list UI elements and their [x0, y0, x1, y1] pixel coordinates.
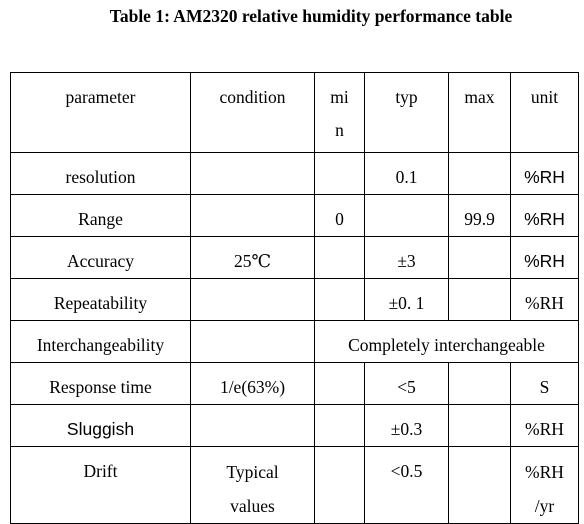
cell-typ: [364, 194, 449, 237]
cell-max: [448, 236, 511, 279]
header-row: parameter condition min typ max unit: [10, 72, 579, 153]
cell-max: [448, 404, 511, 447]
cell-typ: 0.1: [364, 152, 449, 195]
cell-parameter: Repeatability: [10, 278, 191, 321]
cell-condition: [190, 194, 315, 237]
header-parameter: parameter: [10, 72, 191, 153]
cell-unit: %RH: [510, 404, 579, 447]
cell-condition: [190, 152, 315, 195]
header-max: max: [448, 72, 511, 153]
cell-parameter: Sluggish: [10, 404, 191, 447]
table-row: resolution 0.1 %RH: [10, 152, 579, 195]
cell-min: [314, 236, 365, 279]
cell-unit: %RH /yr: [510, 446, 579, 524]
cell-condition: 1/e(63%): [190, 362, 315, 405]
cell-condition: [190, 278, 315, 321]
cell-parameter: Interchangeability: [10, 320, 191, 363]
cell-typ: ±0. 1: [364, 278, 449, 321]
cell-typ: <5: [364, 362, 449, 405]
cell-min: [314, 278, 365, 321]
cell-parameter: Response time: [10, 362, 191, 405]
cell-min: [314, 446, 365, 524]
cell-condition: [190, 320, 315, 363]
cell-max: 99.9: [448, 194, 511, 237]
table-row: Interchangeability Completely interchang…: [10, 320, 579, 363]
table-row: Response time 1/e(63%) <5 S: [10, 362, 579, 405]
header-min-label: min: [330, 87, 349, 140]
cell-condition-text: Typical values: [226, 462, 279, 516]
header-min: min: [314, 72, 365, 153]
header-condition: condition: [190, 72, 315, 153]
cell-parameter: Accuracy: [10, 236, 191, 279]
cell-condition: [190, 404, 315, 447]
table-title: Table 1: AM2320 relative humidity perfor…: [109, 6, 513, 26]
table-row: Drift Typical values <0.5 %RH /yr: [10, 446, 579, 524]
cell-max: [448, 446, 511, 524]
cell-merged-value: Completely interchangeable: [314, 320, 579, 363]
cell-condition: Typical values: [190, 446, 315, 524]
cell-max: [448, 152, 511, 195]
cell-unit: S: [510, 362, 579, 405]
cell-max: [448, 278, 511, 321]
cell-parameter: Drift: [10, 446, 191, 524]
header-unit: unit: [510, 72, 579, 153]
header-typ: typ: [364, 72, 449, 153]
cell-typ: <0.5: [364, 446, 449, 524]
cell-condition: 25℃: [190, 236, 315, 279]
cell-min: [314, 152, 365, 195]
table-row: Range 0 99.9 %RH: [10, 194, 579, 237]
cell-typ: ±3: [364, 236, 449, 279]
cell-max: [448, 362, 511, 405]
cell-unit-text: %RH /yr: [525, 462, 564, 516]
table-row: Sluggish ±0.3 %RH: [10, 404, 579, 447]
cell-min: 0: [314, 194, 365, 237]
table-row: Repeatability ±0. 1 %RH: [10, 278, 579, 321]
cell-unit: %RH: [510, 194, 579, 237]
cell-min: [314, 404, 365, 447]
cell-parameter: resolution: [10, 152, 191, 195]
cell-typ: ±0.3: [364, 404, 449, 447]
cell-unit: %RH: [510, 236, 579, 279]
cell-unit: %RH: [510, 278, 579, 321]
cell-parameter: Range: [10, 194, 191, 237]
humidity-performance-table: parameter condition min typ max unit res…: [10, 72, 579, 524]
table-row: Accuracy 25℃ ±3 %RH: [10, 236, 579, 279]
cell-min: [314, 362, 365, 405]
cell-unit: %RH: [510, 152, 579, 195]
